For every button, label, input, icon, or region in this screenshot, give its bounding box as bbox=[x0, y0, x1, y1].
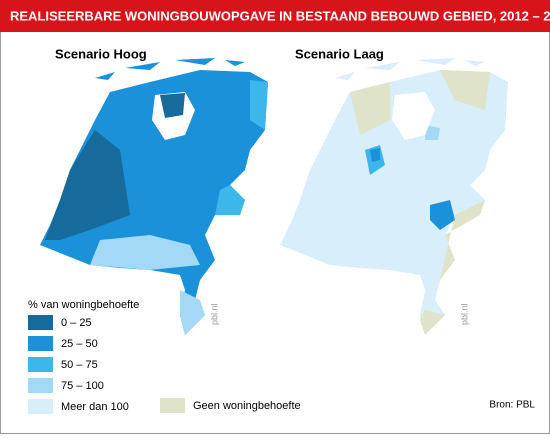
map-title: Scenario Laag bbox=[295, 46, 384, 61]
watermark: pbl.nl bbox=[209, 303, 219, 325]
map-low: Scenario Laag pbl.nl bbox=[280, 46, 508, 335]
legend-label: Meer dan 100 bbox=[61, 401, 129, 413]
map-high: Scenario Hoog pbl.nl bbox=[40, 46, 268, 335]
legend-swatch bbox=[28, 336, 53, 351]
legend-label: Geen woningbehoefte bbox=[193, 400, 301, 412]
watermark: pbl.nl bbox=[459, 303, 469, 325]
legend-label: 75 – 100 bbox=[61, 380, 104, 392]
legend-swatch bbox=[28, 357, 53, 372]
legend-swatch bbox=[28, 315, 53, 330]
legend-swatch bbox=[28, 399, 53, 414]
legend-label: 0 – 25 bbox=[61, 317, 92, 329]
legend: % van woningbehoefte 0 – 25 25 – 50 50 – 7… bbox=[28, 299, 301, 414]
header-bar bbox=[0, 0, 550, 32]
legend-label: 50 – 75 bbox=[61, 359, 98, 371]
map-title: Scenario Hoog bbox=[55, 46, 147, 61]
legend-title: % van woningbehoefte bbox=[28, 299, 139, 311]
title: REALISEERBARE WONINGBOUWOPGAVE IN BESTAA… bbox=[10, 8, 550, 23]
legend-swatch bbox=[160, 398, 185, 413]
source: Bron: PBL bbox=[489, 400, 535, 411]
legend-label: 25 – 50 bbox=[61, 338, 98, 350]
legend-swatch bbox=[28, 378, 53, 393]
